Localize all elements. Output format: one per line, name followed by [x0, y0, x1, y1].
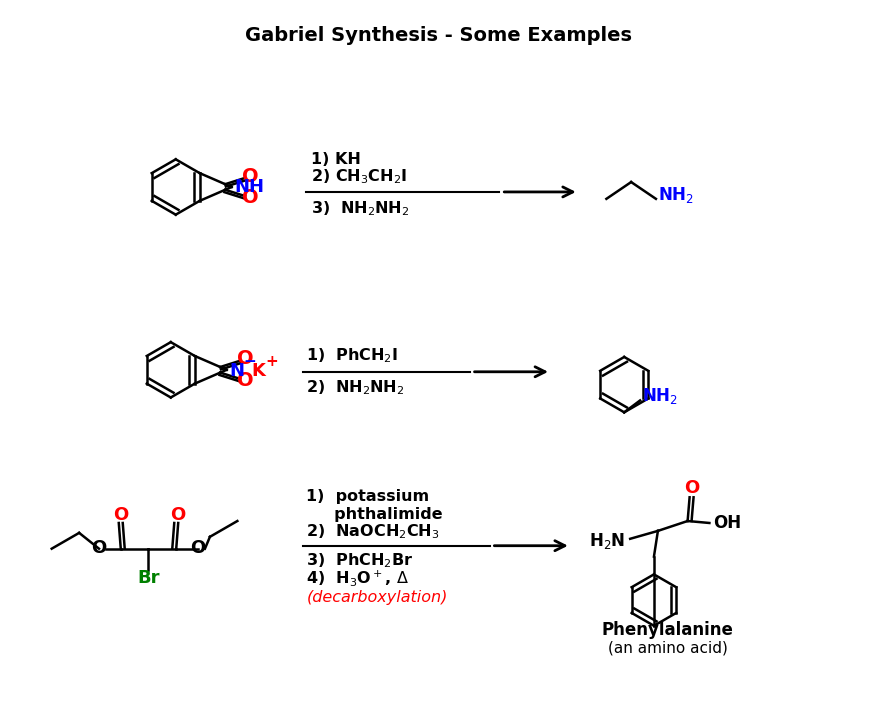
Text: (an amino acid): (an amino acid): [607, 640, 727, 655]
Text: 1)  PhCH$_2$I: 1) PhCH$_2$I: [306, 347, 398, 365]
Text: Phenylalanine: Phenylalanine: [602, 621, 733, 639]
Text: +: +: [265, 355, 278, 370]
Text: 4)  H$_3$O$^+$, $\Delta$: 4) H$_3$O$^+$, $\Delta$: [306, 569, 409, 588]
Text: −: −: [243, 355, 256, 370]
Text: NH$_2$: NH$_2$: [641, 385, 677, 406]
Text: 3)  PhCH$_2$Br: 3) PhCH$_2$Br: [306, 552, 413, 570]
Text: O: O: [91, 539, 106, 556]
Text: 1) KH: 1) KH: [310, 152, 360, 167]
Text: O: O: [683, 479, 698, 498]
Text: NH$_2$: NH$_2$: [657, 185, 693, 205]
Text: Gabriel Synthesis - Some Examples: Gabriel Synthesis - Some Examples: [246, 26, 631, 45]
Text: phthalimide: phthalimide: [306, 507, 442, 522]
Text: O: O: [190, 539, 205, 556]
Text: Br: Br: [137, 569, 160, 588]
Text: O: O: [242, 188, 259, 207]
Text: O: O: [170, 506, 186, 524]
Text: 2)  NaOCH$_2$CH$_3$: 2) NaOCH$_2$CH$_3$: [306, 523, 439, 541]
Text: H$_2$N: H$_2$N: [588, 531, 624, 551]
Text: O: O: [113, 506, 128, 524]
Text: N: N: [230, 362, 245, 379]
Text: (decarboxylation): (decarboxylation): [306, 590, 447, 605]
Text: K: K: [251, 362, 265, 379]
Text: O: O: [237, 350, 253, 368]
Text: O: O: [237, 371, 253, 390]
Text: 3)  NH$_2$NH$_2$: 3) NH$_2$NH$_2$: [310, 200, 409, 218]
Text: O: O: [242, 166, 259, 185]
Text: OH: OH: [712, 514, 741, 532]
Text: 1)  potassium: 1) potassium: [306, 489, 429, 504]
Text: 2) CH$_3$CH$_2$I: 2) CH$_3$CH$_2$I: [310, 168, 407, 186]
Text: 2)  NH$_2$NH$_2$: 2) NH$_2$NH$_2$: [306, 378, 404, 397]
Text: NH: NH: [234, 178, 264, 196]
